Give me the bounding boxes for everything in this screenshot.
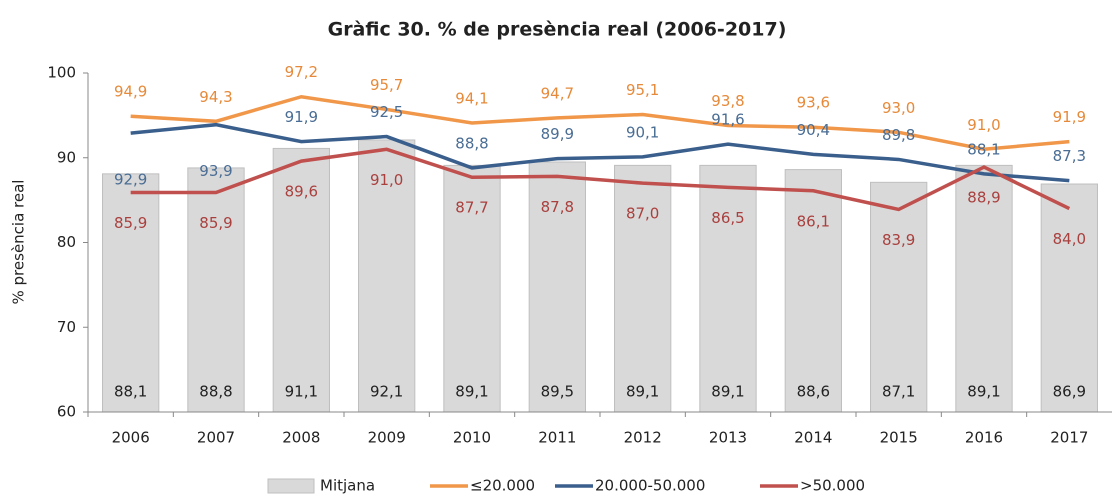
- line-value-label: 92,9: [114, 171, 147, 189]
- bar: [528, 161, 586, 413]
- bar: [870, 181, 928, 413]
- line-value-label: 85,9: [199, 214, 232, 232]
- line-value-label: 90,4: [797, 121, 830, 139]
- y-axis-label: % presència real: [10, 180, 28, 305]
- line-value-label: 88,1: [967, 140, 1000, 158]
- line-value-label: 94,3: [199, 88, 232, 106]
- line: [130, 94, 1070, 152]
- line-value-label: 88,8: [455, 134, 488, 152]
- bar-value-label: 86,9: [1053, 383, 1086, 401]
- x-tick-label: 2007: [197, 429, 235, 447]
- line-value-label: 87,8: [541, 198, 574, 216]
- line-value-label: 94,7: [541, 84, 574, 102]
- line-value-label: 93,8: [711, 92, 744, 110]
- line-value-label: 86,5: [711, 209, 744, 227]
- x-tick-label: 2006: [112, 429, 150, 447]
- x-tick-label: 2011: [538, 429, 576, 447]
- bar: [955, 164, 1013, 413]
- bar: [699, 164, 757, 413]
- bar-value-label: 88,1: [114, 383, 147, 401]
- line-value-label: 87,7: [455, 199, 488, 217]
- line-value-label: 90,1: [626, 123, 659, 141]
- y-tick-label: 90: [57, 148, 76, 166]
- bar-value-label: 89,1: [455, 383, 488, 401]
- x-tick-label: 2012: [624, 429, 662, 447]
- bar: [1040, 183, 1098, 413]
- y-tick-label: 100: [47, 64, 76, 82]
- bar-value-label: 87,1: [882, 383, 915, 401]
- line-value-label: 94,1: [455, 90, 488, 108]
- legend-swatch: [267, 478, 315, 494]
- line-value-label: 84,0: [1053, 230, 1086, 248]
- line-value-label: 91,9: [1053, 108, 1086, 126]
- line-value-label: 83,9: [882, 231, 915, 249]
- line-value-label: 86,1: [797, 212, 830, 230]
- line-value-label: 91,0: [370, 171, 403, 189]
- y-tick-label: 60: [57, 403, 76, 421]
- line-value-label: 95,7: [370, 76, 403, 94]
- bar-value-label: 92,1: [370, 383, 403, 401]
- x-tick-label: 2010: [453, 429, 491, 447]
- bar-value-label: 89,1: [626, 383, 659, 401]
- line-value-label: 93,6: [797, 94, 830, 112]
- line-value-label: 85,9: [114, 214, 147, 232]
- line-value-label: 93,9: [199, 162, 232, 180]
- bar: [358, 139, 416, 413]
- bar: [187, 167, 245, 413]
- x-tick-label: 2014: [794, 429, 832, 447]
- legend-label: 20.000-50.000: [595, 477, 705, 495]
- x-tick-label: 2013: [709, 429, 747, 447]
- bar: [443, 164, 501, 413]
- line-value-label: 89,8: [882, 126, 915, 144]
- legend-label: Mitjana: [320, 477, 375, 495]
- line-value-label: 91,9: [285, 108, 318, 126]
- line-value-label: 91,0: [967, 116, 1000, 134]
- bar-value-label: 88,8: [199, 383, 232, 401]
- bar: [784, 169, 842, 413]
- line-value-label: 95,1: [626, 81, 659, 99]
- bar: [614, 164, 672, 413]
- bar-value-label: 89,1: [711, 383, 744, 401]
- line-value-label: 94,9: [114, 83, 147, 101]
- x-tick-label: 2015: [880, 429, 918, 447]
- legend-label: ≤20.000: [470, 477, 535, 495]
- bar-value-label: 89,5: [541, 383, 574, 401]
- legend-label: >50.000: [800, 477, 865, 495]
- x-tick-label: 2009: [368, 429, 406, 447]
- line-value-label: 93,0: [882, 99, 915, 117]
- bar: [102, 173, 160, 413]
- line-value-label: 89,9: [541, 125, 574, 143]
- x-tick-label: 2008: [282, 429, 320, 447]
- line-value-label: 88,9: [967, 189, 1000, 207]
- line-value-label: 97,2: [285, 63, 318, 81]
- line-value-label: 92,5: [370, 103, 403, 121]
- x-tick-label: 2017: [1050, 429, 1088, 447]
- line: [130, 122, 1070, 183]
- line-value-label: 87,3: [1053, 147, 1086, 165]
- line-value-label: 87,0: [626, 205, 659, 223]
- y-tick-label: 80: [57, 233, 76, 251]
- y-tick-label: 70: [57, 318, 76, 336]
- line: [130, 147, 1071, 212]
- bar-value-label: 88,6: [797, 383, 830, 401]
- x-tick-label: 2016: [965, 429, 1003, 447]
- line-value-label: 89,6: [285, 183, 318, 201]
- bar-value-label: 89,1: [967, 383, 1000, 401]
- chart-title: Gràfic 30. % de presència real (2006-201…: [328, 19, 787, 41]
- line-value-label: 91,6: [711, 111, 744, 129]
- bar-value-label: 91,1: [285, 383, 318, 401]
